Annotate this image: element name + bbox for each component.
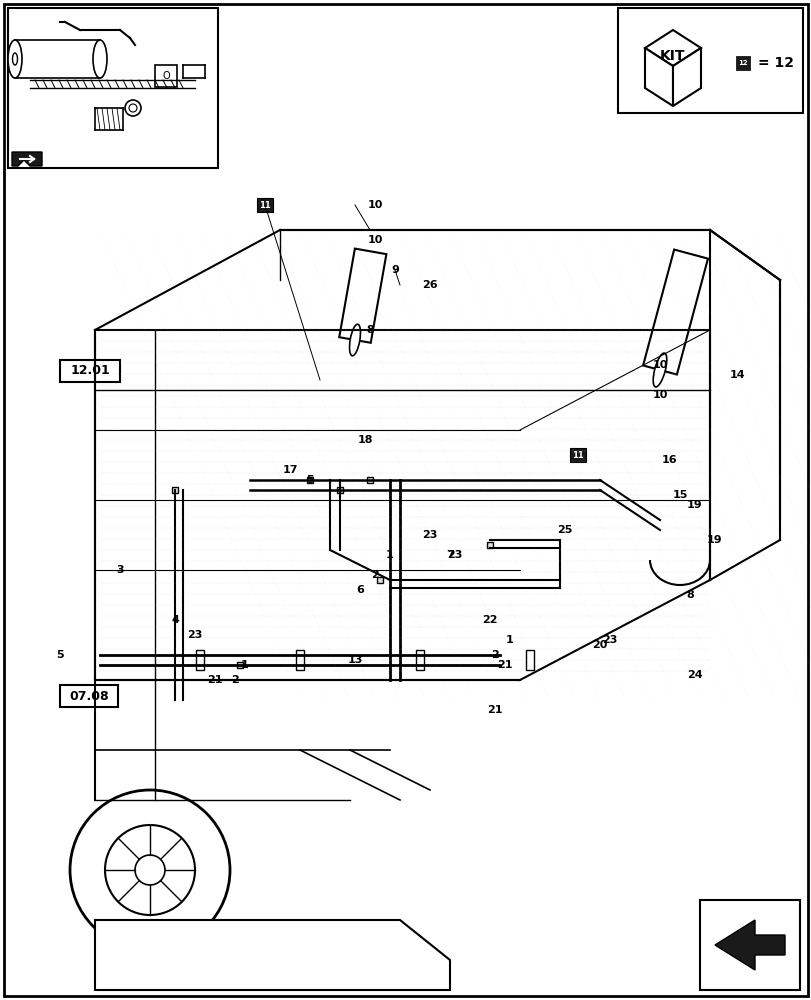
Bar — [8, 8, 217, 168]
Text: 11: 11 — [259, 200, 271, 210]
Text: 24: 24 — [686, 670, 702, 680]
Text: 19: 19 — [706, 535, 722, 545]
Text: 23: 23 — [447, 550, 462, 560]
Text: 21: 21 — [207, 675, 222, 685]
Text: 25: 25 — [556, 525, 572, 535]
Text: 13: 13 — [347, 655, 363, 665]
Text: 12: 12 — [737, 60, 747, 66]
Text: 3: 3 — [116, 565, 123, 575]
Text: 20: 20 — [591, 640, 607, 650]
Bar — [237, 662, 242, 668]
Text: 18: 18 — [357, 435, 372, 445]
Bar — [376, 577, 383, 583]
Text: 1: 1 — [386, 550, 393, 560]
Text: 5: 5 — [306, 475, 313, 485]
Bar — [699, 900, 799, 990]
Bar — [617, 8, 802, 113]
Polygon shape — [12, 152, 42, 166]
Text: 2: 2 — [491, 650, 498, 660]
Text: 07.08: 07.08 — [69, 690, 109, 702]
Text: 19: 19 — [686, 500, 702, 510]
Text: 21: 21 — [487, 705, 502, 715]
Text: 2: 2 — [371, 570, 379, 580]
Text: 8: 8 — [685, 590, 693, 600]
Text: 7: 7 — [445, 550, 453, 560]
Text: 6: 6 — [356, 585, 363, 595]
Text: 26: 26 — [422, 280, 437, 290]
Text: KIT: KIT — [659, 49, 685, 63]
Polygon shape — [642, 250, 707, 375]
Ellipse shape — [349, 324, 360, 356]
Text: = 12: = 12 — [757, 56, 793, 70]
Text: 2: 2 — [231, 675, 238, 685]
Bar — [15, 40, 100, 78]
Circle shape — [105, 825, 195, 915]
Text: 12.01: 12.01 — [70, 364, 109, 377]
Text: 14: 14 — [729, 370, 744, 380]
Text: 11: 11 — [572, 450, 583, 460]
Bar — [337, 487, 342, 493]
Text: 4: 4 — [171, 615, 178, 625]
Polygon shape — [339, 249, 386, 343]
Polygon shape — [644, 48, 672, 106]
Circle shape — [129, 104, 137, 112]
Text: 10: 10 — [367, 200, 382, 210]
Text: 16: 16 — [662, 455, 677, 465]
Circle shape — [125, 100, 141, 116]
Text: 10: 10 — [367, 235, 382, 245]
Circle shape — [135, 855, 165, 885]
Text: 22: 22 — [482, 615, 497, 625]
Bar — [60, 685, 118, 707]
Text: 21: 21 — [496, 660, 512, 670]
Ellipse shape — [93, 40, 107, 78]
Bar — [367, 477, 372, 483]
Text: 10: 10 — [651, 390, 667, 400]
Ellipse shape — [8, 40, 22, 78]
Polygon shape — [714, 920, 784, 970]
Text: 5: 5 — [56, 650, 64, 660]
Text: 8: 8 — [366, 325, 373, 335]
Bar — [735, 56, 749, 70]
Bar — [307, 477, 312, 483]
Bar — [60, 360, 120, 382]
Polygon shape — [644, 30, 700, 66]
Polygon shape — [95, 920, 449, 990]
Text: 10: 10 — [651, 360, 667, 370]
Bar — [526, 650, 534, 670]
Bar — [155, 65, 177, 87]
Bar — [257, 198, 272, 212]
Bar — [195, 650, 204, 670]
Text: 1: 1 — [505, 635, 513, 645]
Ellipse shape — [12, 53, 18, 65]
Text: 23: 23 — [422, 530, 437, 540]
Bar — [415, 650, 423, 670]
Circle shape — [70, 790, 230, 950]
Text: 23: 23 — [602, 635, 617, 645]
Bar — [296, 650, 303, 670]
Ellipse shape — [652, 353, 666, 387]
Polygon shape — [672, 48, 700, 106]
Text: 1: 1 — [241, 660, 248, 670]
Text: 9: 9 — [391, 265, 398, 275]
Bar — [172, 487, 178, 493]
Text: 23: 23 — [187, 630, 203, 640]
Text: O: O — [162, 71, 169, 81]
Bar — [569, 448, 586, 462]
Bar — [487, 542, 492, 548]
Text: 15: 15 — [672, 490, 687, 500]
Text: 17: 17 — [282, 465, 298, 475]
